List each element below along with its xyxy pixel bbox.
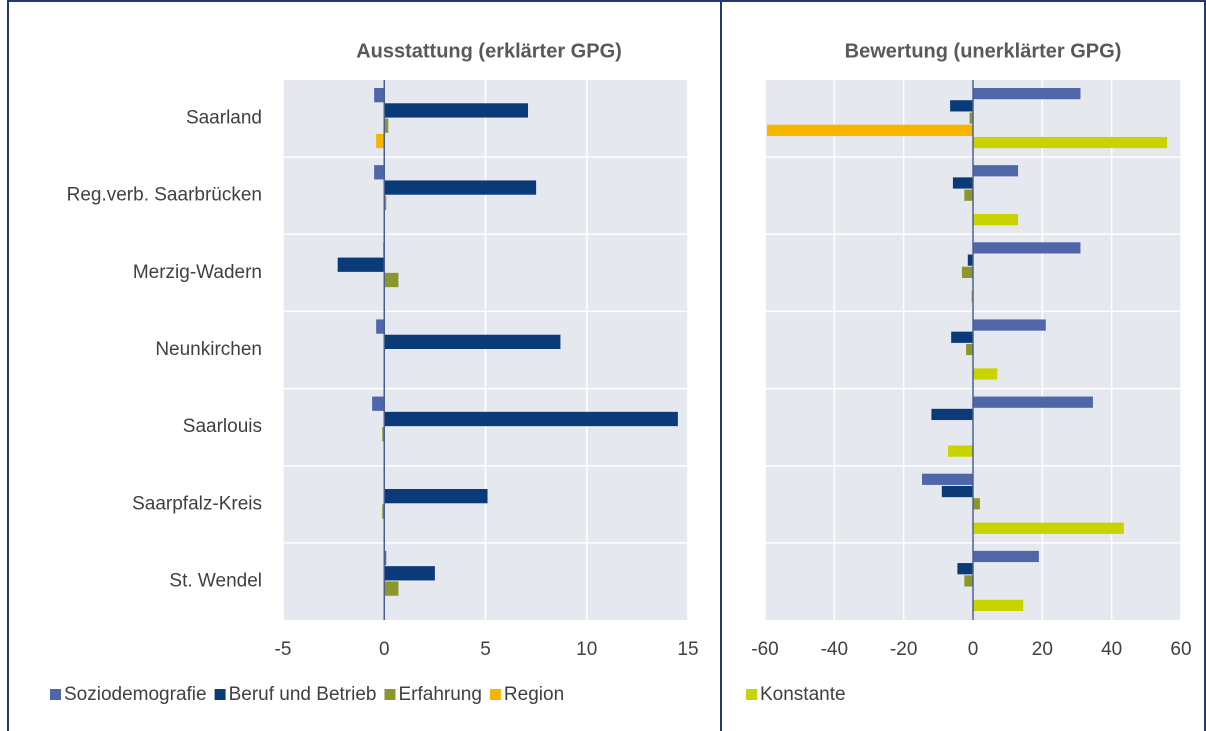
frame [7,0,1206,731]
bar [961,266,973,278]
x-tick-label: -5 [275,639,292,660]
x-tick-label: -20 [890,639,917,660]
legend-swatch [384,689,396,700]
x-tick-label: 0 [968,639,979,660]
bar [384,566,435,581]
y-tick-label: Neunkirchen [155,339,262,360]
bar [973,599,1024,611]
bar [952,177,973,189]
bar [964,575,973,587]
x-tick-label: 0 [379,639,390,660]
bar [973,242,1081,254]
chart-title: Bewertung (unerklärter GPG) [845,40,1122,62]
y-tick-label: Reg.verb. Saarbrücken [67,185,262,206]
bar [384,411,678,427]
bar [969,112,973,124]
bar [382,504,385,519]
bar [384,272,399,288]
x-tick-label: -40 [821,639,848,660]
x-tick-label: 40 [1101,639,1122,660]
bar [973,136,1168,149]
bar [376,133,385,149]
bar [922,473,973,485]
bar [973,88,1081,100]
legend-swatch [50,689,61,700]
legend-label: Erfahrung [398,684,481,705]
x-tick-label: 20 [1032,639,1053,660]
bar [957,563,973,575]
legend-swatch [214,689,226,700]
legend-label: Region [504,684,564,705]
bar [384,581,399,596]
bar [374,165,385,180]
x-tick-label: 15 [677,639,698,660]
bar [964,189,973,201]
bar [384,334,561,349]
bar [973,368,998,380]
bar [951,331,973,343]
bar [971,291,973,303]
bar [376,319,385,334]
bar [973,498,980,510]
bar [973,550,1039,563]
x-tick-label: -60 [751,639,778,660]
legend-label: Beruf und Betrieb [229,684,377,705]
bar [384,195,387,210]
y-tick-label: Saarlouis [183,416,262,437]
x-tick-label: 60 [1170,639,1191,660]
bar [973,396,1093,408]
legend-label: Konstante [760,684,846,705]
chart-title: Ausstattung (erklärter GPG) [356,40,622,62]
bar [384,489,488,504]
y-tick-label: Saarland [186,108,262,129]
bar [973,522,1124,534]
y-tick-label: St. Wendel [169,570,262,591]
bar [973,319,1046,331]
bar [931,408,973,421]
bar [973,214,1019,226]
bar [967,254,973,266]
legend-swatch [489,689,501,700]
bar [382,427,385,442]
bar [384,103,529,118]
bar [941,485,973,498]
bar [966,343,973,356]
bar [384,118,389,133]
bar [384,180,537,195]
bar [337,257,385,272]
bar [973,165,1019,177]
legend-swatch [746,689,757,700]
bar [948,445,973,457]
x-tick-label: 10 [576,639,597,660]
bar [767,124,973,136]
bar [384,550,387,566]
legend-label: Soziodemografie [64,684,207,705]
bar [372,396,385,411]
x-tick-label: 5 [480,639,491,660]
bar [950,100,973,112]
y-tick-label: Merzig-Wadern [133,262,262,283]
y-tick-label: Saarpfalz-Kreis [132,493,262,514]
bar [374,88,385,103]
